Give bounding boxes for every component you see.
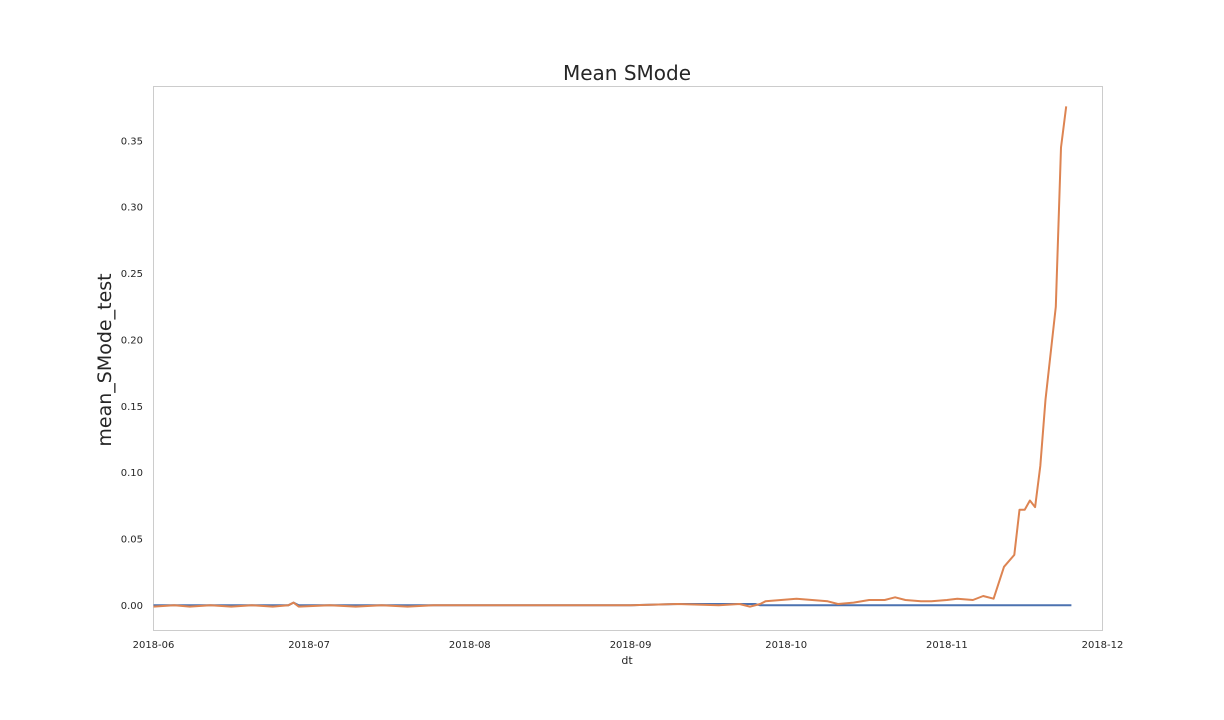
series-layer — [153, 106, 1072, 608]
x-axis-label: dt — [621, 654, 633, 667]
y-tick-label: 0.15 — [121, 402, 143, 413]
y-axis-label: mean_SMode_test — [94, 273, 116, 446]
x-tick-label: 2018-12 — [1082, 640, 1124, 651]
x-tick-label: 2018-11 — [926, 640, 968, 651]
chart-title: Mean SMode — [563, 61, 691, 85]
y-tick-label: 0.05 — [121, 534, 143, 545]
y-tick-label: 0.00 — [121, 601, 143, 612]
x-tick-label: 2018-10 — [765, 640, 807, 651]
x-tick-label: 2018-08 — [449, 640, 491, 651]
y-tick-label: 0.25 — [121, 269, 143, 280]
x-axis-ticks: 2018-06 2018-07 2018-08 2018-09 2018-10 2018-… — [133, 640, 1124, 651]
x-tick-label: 2018-07 — [288, 640, 330, 651]
plot-frame — [153, 86, 1103, 631]
series-line-2 — [153, 106, 1068, 608]
plot-area — [153, 86, 1103, 631]
y-tick-label: 0.30 — [121, 203, 143, 214]
x-tick-label: 2018-09 — [610, 640, 652, 651]
y-tick-label: 0.20 — [121, 335, 143, 346]
x-tick-label: 2018-06 — [133, 640, 175, 651]
y-tick-label: 0.35 — [121, 136, 143, 147]
y-tick-label: 0.10 — [121, 468, 143, 479]
y-axis-ticks: 0.00 0.05 0.10 0.15 0.20 0.25 0.30 0.35 — [121, 136, 143, 611]
